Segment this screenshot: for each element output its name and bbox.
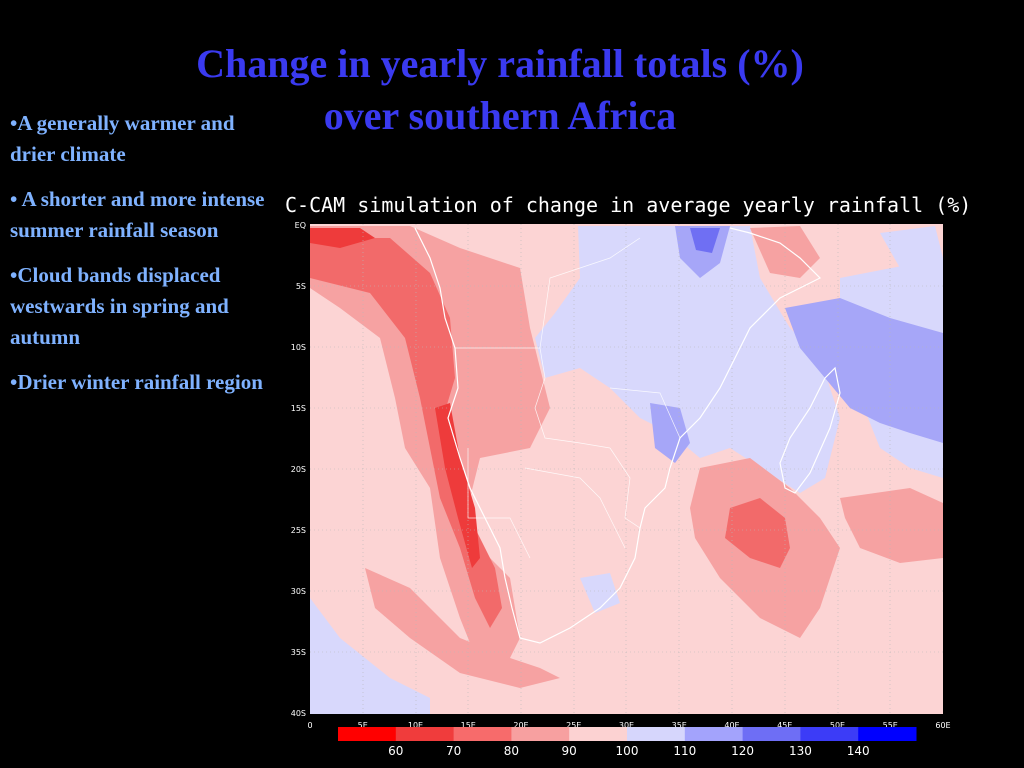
longitude-tick-label: 30E (619, 721, 634, 730)
longitude-tick-label: 40E (724, 721, 739, 730)
colorbar-label: 90 (562, 744, 577, 758)
colorbar-swatch (511, 727, 570, 741)
blue-region-ocean-east-small (880, 226, 943, 268)
colorbar-swatch (858, 727, 917, 741)
longitude-tick-label: 5E (358, 721, 368, 730)
longitude-tick-label: 0 (307, 721, 312, 730)
latitude-tick-label: EQ (295, 221, 306, 230)
red-region-coast-deep (435, 403, 480, 568)
slide-title-line2: over southern Africa (323, 93, 677, 138)
bullet-list: •A generally warmer and drier climate • … (10, 108, 275, 412)
longitude-tick-label: 15E (461, 721, 476, 730)
longitude-tick-label: 60E (935, 721, 950, 730)
bullet-item: •A generally warmer and drier climate (10, 111, 235, 166)
red-region-far-east-ocean (840, 488, 943, 563)
longitude-tick-label: 10E (408, 721, 423, 730)
latitude-tick-label: 15S (291, 404, 306, 413)
red-region-south-ocean (365, 568, 560, 688)
slide-title: Change in yearly rainfall totals (%) ove… (0, 38, 1000, 142)
red-region-equator-west (310, 228, 375, 248)
map-grid (310, 224, 943, 714)
africa-coastline (414, 227, 822, 644)
slide-title-line1: Change in yearly rainfall totals (%) (196, 41, 804, 86)
longitude-tick-label: 50E (830, 721, 845, 730)
colorbar-label: 70 (446, 744, 461, 758)
colorbar-swatch (800, 727, 859, 741)
longitude-tick-label: 55E (883, 721, 898, 730)
bullet-item: •Cloud bands displaced westwards in spri… (10, 263, 229, 349)
blue-patch-kalahari (580, 573, 620, 613)
latitude-tick-label: 20S (291, 465, 306, 474)
blue-region-mozambique-channel (650, 403, 690, 463)
bullet-item: •Drier winter rainfall region (10, 370, 263, 394)
longitude-tick-label: 45E (777, 721, 792, 730)
blue-region-southwest (310, 598, 430, 714)
bullet-item: • A shorter and more intense summer rain… (10, 187, 265, 242)
colorbar-label: 100 (616, 744, 639, 758)
madagascar-coastline (779, 366, 841, 494)
latitude-tick-label: 35S (291, 648, 306, 657)
country-borders (455, 237, 681, 559)
latitude-tick-label: 5S (296, 282, 306, 291)
longitude-tick-label: 20E (513, 721, 528, 730)
colorbar-swatch (627, 727, 686, 741)
map-plot-area (310, 224, 943, 714)
colorbar-label: 140 (847, 744, 870, 758)
colorbar-label: 80 (504, 744, 519, 758)
colorbar-swatch (684, 727, 744, 741)
latitude-tick-label: 30S (291, 587, 306, 596)
blue-region-east-africa (535, 226, 840, 493)
blue-region-ocean-far-east (785, 298, 943, 443)
colorbar-label: 130 (789, 744, 812, 758)
latitude-tick-label: 25S (291, 526, 306, 535)
colorbar (338, 727, 917, 741)
map-title: C-CAM simulation of change in average ye… (285, 193, 972, 217)
colorbar-swatch (569, 727, 628, 741)
colorbar-swatch (453, 727, 512, 741)
latitude-tick-label: 10S (291, 343, 306, 352)
red-region-coast-mid (310, 238, 502, 628)
colorbar-label: 120 (731, 744, 754, 758)
blue-spot-deep (690, 228, 720, 253)
colorbar-labels: 60 70 80 90 100 110 120 130 140 (388, 744, 869, 758)
longitude-tick-label: 25E (566, 721, 581, 730)
longitude-tick-label: 35E (672, 721, 687, 730)
colorbar-swatch (742, 727, 801, 741)
colorbar-label: 110 (673, 744, 696, 758)
colorbar-swatch (395, 727, 455, 741)
colorbar-swatch (338, 727, 397, 741)
longitude-tick-labels: 0 5E 10E 15E 20E 25E 30E 35E 40E 45E 50E 55E 60E (307, 721, 950, 730)
latitude-tick-label: 40S (291, 709, 306, 718)
red-region-indian-ocean-core (725, 498, 790, 568)
latitude-tick-labels: EQ 5S 10S 15S 20S 25S 30S 35S 40S (291, 221, 306, 718)
rainfall-change-map: EQ 5S 10S 15S 20S 25S 30S 35S 40S 0 5E 10E 15E 20E 25… (291, 221, 951, 758)
colorbar-label: 60 (388, 744, 403, 758)
